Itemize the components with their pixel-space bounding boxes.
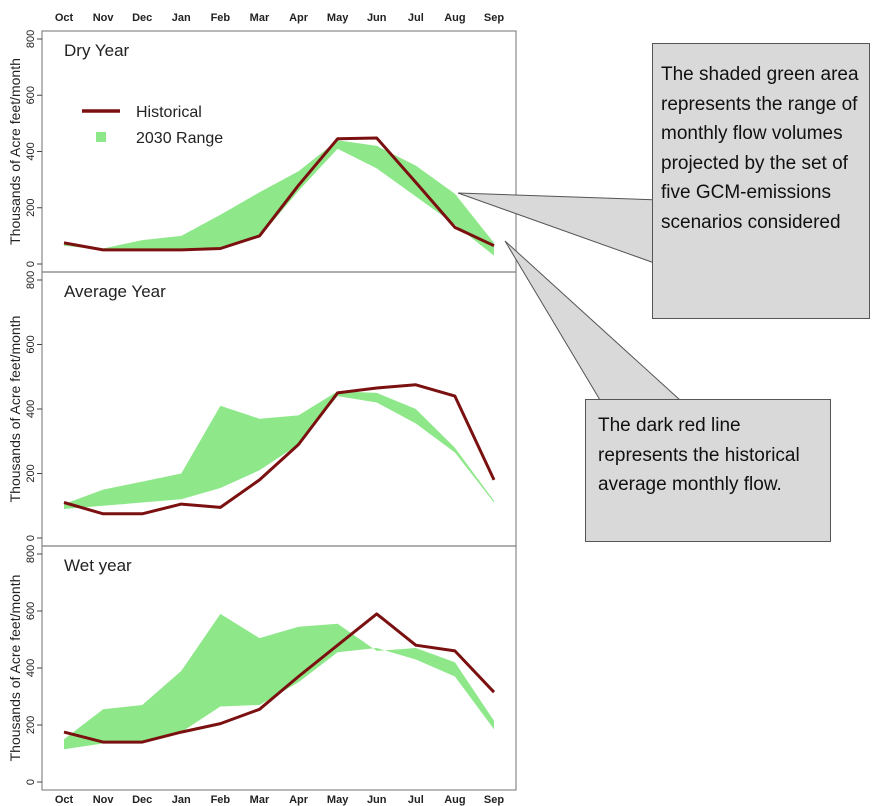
bottom-month-axis: Oct Nov Dec Jan Feb Mar Apr May Jun Jul Aug Sep [55, 794, 505, 806]
y-axis-label: Thousands of Acre feet/month [7, 316, 23, 503]
top-month-label-dec: Dec [132, 12, 152, 24]
top-month-label-jan: Jan [172, 12, 191, 24]
top-month-label-aug: Aug [444, 12, 465, 24]
bottom-month-label-may: May [327, 794, 349, 806]
top-month-label-may: May [327, 12, 349, 24]
top-month-label-jul: Jul [408, 12, 424, 24]
y-tick-label-200: 200 [25, 199, 37, 217]
red-line-callout: The dark red line represents the histori… [585, 399, 831, 542]
bottom-month-label-dec: Dec [132, 794, 152, 806]
y-tick-label-600: 600 [25, 602, 37, 620]
bottom-month-label-jul: Jul [408, 794, 424, 806]
green-area-callout: The shaded green area represents the ran… [652, 43, 870, 319]
bottom-month-label-jan: Jan [172, 794, 191, 806]
bottom-month-label-jun: Jun [367, 794, 387, 806]
bottom-month-label-nov: Nov [93, 794, 115, 806]
range-band-2030 [64, 391, 494, 509]
bottom-month-label-mar: Mar [250, 794, 270, 806]
legend-swatch-range [96, 132, 106, 142]
bottom-month-label-feb: Feb [211, 794, 231, 806]
y-tick-label-600: 600 [25, 86, 37, 104]
panel-title: Wet year [64, 556, 132, 575]
y-tick-label-400: 400 [25, 400, 37, 418]
green-callout-pointer [458, 193, 660, 265]
legend-label-range: 2030 Range [136, 130, 223, 147]
panel-title: Average Year [64, 282, 166, 301]
y-axis-label: Thousands of Acre feet/month [7, 58, 23, 245]
y-tick-label-400: 400 [25, 659, 37, 677]
legend-label-historical: Historical [136, 104, 202, 121]
panel-frame [42, 31, 516, 272]
top-month-axis: Oct Nov Dec Jan Feb Mar Apr May Jun Jul Aug Sep [55, 12, 505, 24]
top-month-label-jun: Jun [367, 12, 387, 24]
red-line-callout-text: The dark red line represents the histori… [598, 415, 800, 495]
top-month-label-nov: Nov [93, 12, 115, 24]
y-tick-label-0: 0 [25, 261, 37, 267]
bottom-month-label-sep: Sep [484, 794, 504, 806]
callout-arrows [458, 193, 680, 400]
bottom-month-label-apr: Apr [289, 794, 309, 806]
y-tick-label-800: 800 [25, 30, 37, 48]
top-month-label-oct: Oct [55, 12, 74, 24]
y-tick-label-200: 200 [25, 464, 37, 482]
y-tick-label-400: 400 [25, 142, 37, 160]
y-tick-label-800: 800 [25, 545, 37, 563]
range-band-2030 [64, 614, 494, 749]
legend: Historical 2030 Range [82, 104, 223, 147]
top-month-label-feb: Feb [211, 12, 231, 24]
y-tick-label-0: 0 [25, 779, 37, 785]
top-month-label-sep: Sep [484, 12, 504, 24]
bottom-month-label-oct: Oct [55, 794, 74, 806]
y-tick-label-200: 200 [25, 716, 37, 734]
y-tick-label-800: 800 [25, 271, 37, 289]
y-tick-label-0: 0 [25, 535, 37, 541]
green-area-callout-text: The shaded green area represents the ran… [661, 64, 859, 233]
top-month-label-mar: Mar [250, 12, 270, 24]
top-month-label-apr: Apr [289, 12, 309, 24]
panel-2: 0 200 400 600 800 Thousands of Acre feet/mont… [7, 271, 516, 546]
bottom-month-label-aug: Aug [444, 794, 465, 806]
panel-title: Dry Year [64, 41, 130, 60]
y-axis-label: Thousands of Acre feet/month [7, 575, 23, 762]
y-tick-label-600: 600 [25, 335, 37, 353]
